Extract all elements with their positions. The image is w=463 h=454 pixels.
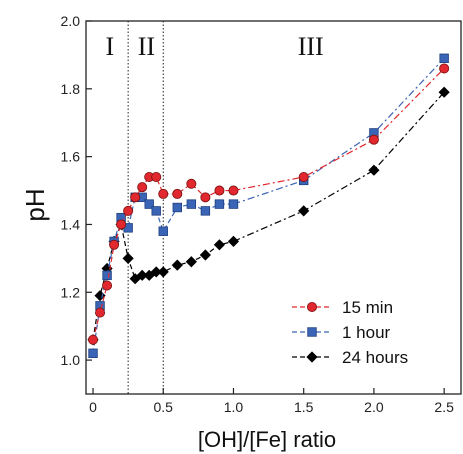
- series-15-min: [88, 63, 450, 345]
- data-point-1-hour: [158, 226, 168, 236]
- data-point-1-hour: [172, 202, 182, 213]
- data-point-1-hour: [88, 348, 98, 359]
- legend-item-1-hour: 1 hour: [292, 323, 391, 342]
- data-point-1-hour: [214, 199, 225, 209]
- legend-marker-1-hour: [307, 327, 317, 337]
- data-point-15-min: [214, 185, 225, 196]
- data-point-24-hours: [94, 290, 106, 302]
- legend-label-15-min: 15 min: [342, 298, 393, 317]
- x-tick-label: 0: [89, 399, 97, 415]
- data-point-24-hours: [298, 205, 310, 217]
- region-label-2: II: [138, 32, 155, 61]
- y-tick-label: 1.4: [61, 216, 81, 232]
- data-point-24-hours: [150, 266, 162, 278]
- data-point-15-min: [368, 134, 379, 145]
- series-line-15-min-tail: [233, 68, 445, 192]
- data-point-24-hours: [122, 252, 134, 264]
- y-tick-label: 2.0: [61, 13, 81, 29]
- series-1-hour: [88, 53, 449, 359]
- data-point-15-min: [158, 188, 169, 199]
- series-24-hours: [87, 86, 450, 346]
- region-label-1: I: [106, 32, 115, 61]
- data-point-1-hour: [144, 199, 154, 209]
- y-tick-label: 1.2: [61, 284, 81, 300]
- data-point-1-hour: [102, 270, 112, 281]
- data-point-24-hours: [438, 86, 450, 98]
- legend-label-1-hour: 1 hour: [342, 323, 391, 342]
- series-layer: [87, 53, 450, 359]
- data-point-15-min: [228, 185, 239, 196]
- x-tick-label: 1.0: [224, 399, 244, 415]
- data-point-15-min: [102, 280, 113, 291]
- x-axis: 0 0.5 1.0 1.5 2.0 2.5: [89, 388, 454, 415]
- data-point-24-hours: [136, 269, 148, 281]
- plot-border: [85, 20, 462, 395]
- data-point-15-min: [130, 192, 141, 203]
- data-point-15-min: [186, 178, 197, 189]
- x-tick-label: 0.5: [154, 399, 174, 415]
- y-tick-label: 1.8: [61, 81, 81, 97]
- data-point-24-hours: [213, 239, 226, 251]
- y-axis-title: pH: [20, 188, 50, 221]
- data-point-1-hour: [439, 53, 449, 64]
- data-point-15-min: [137, 182, 148, 193]
- data-point-15-min: [298, 171, 309, 182]
- data-point-24-hours: [227, 235, 240, 248]
- data-point-24-hours: [199, 249, 211, 261]
- data-point-15-min: [200, 192, 211, 203]
- x-axis-title: [OH]/[Fe] ratio: [198, 427, 336, 452]
- data-point-24-hours: [157, 266, 169, 278]
- legend-label-24-hours: 24 hours: [342, 348, 408, 367]
- data-point-24-hours: [368, 164, 380, 176]
- data-point-24-hours: [171, 259, 183, 271]
- legend-marker-15-min: [306, 301, 317, 312]
- region-label-3: III: [298, 32, 324, 61]
- legend-marker-24-hours: [306, 351, 318, 363]
- data-point-15-min: [151, 171, 162, 182]
- data-point-15-min: [172, 188, 183, 199]
- data-point-15-min: [88, 334, 99, 345]
- data-point-1-hour: [200, 206, 211, 216]
- data-point-15-min: [439, 63, 450, 74]
- data-point-15-min: [95, 307, 106, 318]
- x-tick-label: 2.0: [364, 399, 384, 415]
- series-line-1-hour-tail: [233, 57, 445, 205]
- x-tick-label: 2.5: [434, 399, 454, 415]
- data-point-1-hour: [228, 199, 239, 209]
- y-tick-label: 1.0: [61, 352, 81, 368]
- y-tick-label: 1.6: [61, 149, 81, 165]
- y-axis: 1.0 1.2 1.4 1.6 1.8 2.0: [61, 13, 92, 368]
- series-line-24-hours-tail: [233, 91, 445, 242]
- legend-item-24-hours: 24 hours: [292, 348, 408, 367]
- data-point-24-hours: [185, 256, 197, 268]
- data-point-1-hour: [186, 199, 197, 209]
- legend-item-15-min: 15 min: [292, 298, 393, 317]
- data-point-1-hour: [151, 206, 161, 216]
- data-point-15-min: [116, 219, 127, 230]
- x-tick-label: 1.5: [294, 399, 314, 415]
- data-point-15-min: [123, 205, 134, 216]
- plot-frame: [85, 20, 462, 395]
- region-labels: I II III: [106, 32, 324, 61]
- series-line-15-min: [92, 176, 234, 340]
- data-point-15-min: [109, 239, 120, 250]
- legend: 15 min 1 hour 24 hours: [292, 298, 408, 367]
